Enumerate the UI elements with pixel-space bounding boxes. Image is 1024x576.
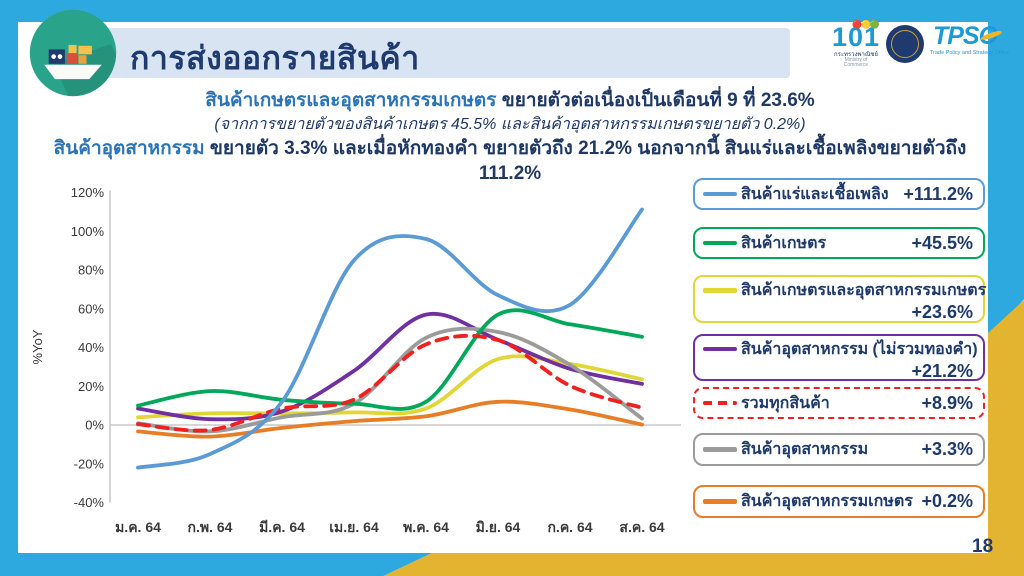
x-tick-label: ม.ค. 64: [115, 519, 161, 535]
y-tick-label: 20%: [78, 379, 104, 394]
tpso-caption: Trade Policy and Strategy Office: [930, 50, 1009, 56]
legend-item-total: รวมทุกสินค้า +8.9%: [693, 387, 985, 419]
y-tick-label: -40%: [74, 495, 105, 510]
cargo-ship-icon: [28, 8, 118, 98]
legend-dashed-line-sample: [703, 400, 737, 406]
legend-item-industry: สินค้าอุตสาหกรรม +3.3%: [693, 433, 985, 466]
moc-101-logo: 101 🔴🟡🟢 กระทรวงพาณิชย์ Ministry of Comme…: [832, 20, 881, 68]
legend-item-mineral-fuel: สินค้าแร่และเชื้อเพลิง +111.2%: [693, 178, 985, 210]
subtitle-line-1-rest: ขยายตัวต่อเนื่องเป็นเดือนที่ 9 ที่ 23.6%: [496, 90, 815, 111]
legend-label: สินค้าเกษตรและอุตสาหกรรมเกษตร: [741, 282, 987, 300]
x-tick-label: มิ.ย. 64: [476, 519, 521, 535]
legend-line-sample: [703, 346, 737, 352]
chart-line-4: [136, 333, 644, 433]
legend-item-agro-industry: สินค้าอุตสาหกรรมเกษตร +0.2%: [693, 485, 985, 518]
legend-value: +8.9%: [921, 392, 973, 413]
y-axis-title: %YoY: [30, 329, 45, 364]
legend-label: รวมทุกสินค้า: [741, 394, 830, 412]
legend-label: สินค้าอุตสาหกรรม: [741, 441, 869, 458]
legend-line-sample: [703, 240, 737, 246]
right-accent-bar: [988, 0, 1024, 340]
legend-line-sample: [703, 288, 737, 293]
x-tick-label: ก.พ. 64: [188, 519, 233, 535]
chart-line-5: [136, 326, 644, 434]
moc-caption-en: Ministry of Commerce: [843, 57, 869, 68]
moc-101-dots: 🔴🟡🟢: [852, 20, 880, 29]
subtitle-line-3: สินค้าอุตสาหกรรม ขยายตัว 3.3% และเมื่อหั…: [30, 136, 990, 186]
legend-value: +111.2%: [903, 183, 973, 204]
legend-line-sample: [703, 191, 737, 197]
moc-caption-th: กระทรวงพาณิชย์: [833, 52, 879, 58]
legend-label: สินค้าอุตสาหกรรม (ไม่รวมทองคำ): [741, 340, 978, 358]
x-tick-label: เม.ย. 64: [329, 519, 379, 535]
y-tick-label: 80%: [78, 263, 104, 278]
legend-line-sample: [703, 447, 737, 452]
legend-label: สินค้าแร่และเชื้อเพลิง: [741, 185, 889, 203]
legend-value: +3.3%: [921, 439, 973, 459]
y-tick-label: 0%: [85, 418, 104, 433]
legend-item-industry-ex-gold: สินค้าอุตสาหกรรม (ไม่รวมทองคำ) +21.2%: [693, 334, 985, 381]
chart-line-6: [136, 399, 644, 439]
legend-value: +45.5%: [911, 232, 973, 253]
y-tick-label: 40%: [78, 340, 104, 355]
y-tick-label: 60%: [78, 301, 104, 316]
x-tick-label: ก.ค. 64: [547, 519, 592, 535]
chart-line-0: [136, 207, 644, 470]
legend-value: +23.6%: [911, 302, 973, 323]
left-accent-bar: [0, 0, 18, 576]
legend-label: สินค้าอุตสาหกรรมเกษตร: [741, 493, 913, 510]
tpso-logo: TPSO Trade Policy and Strategy Office: [930, 24, 1009, 57]
y-tick-label: -20%: [74, 456, 105, 471]
chart-line-1: [136, 308, 644, 411]
legend-line-sample: [703, 499, 737, 504]
y-tick-label: 100%: [71, 224, 105, 239]
ministry-emblem-icon: [886, 25, 924, 63]
subtitle-line-1: สินค้าเกษตรและอุตสาหกรรมเกษตร ขยายตัวต่อ…: [30, 88, 990, 113]
legend-item-agriculture: สินค้าเกษตร +45.5%: [693, 227, 985, 259]
x-tick-label: ส.ค. 64: [619, 519, 664, 535]
subtitle-block: สินค้าเกษตรและอุตสาหกรรมเกษตร ขยายตัวต่อ…: [30, 88, 990, 186]
top-accent-bar: [0, 0, 1024, 22]
x-tick-label: มี.ค. 64: [259, 519, 305, 535]
legend-label: สินค้าเกษตร: [741, 234, 827, 252]
legend-value: +21.2%: [911, 360, 973, 381]
header-band: [60, 28, 790, 78]
subtitle-line-2: (จากการขยายตัวของสินค้าเกษตร 45.5% และสิ…: [214, 116, 806, 133]
subtitle-line-3-rest: ขยายตัว 3.3% และเมื่อหักทองคำ ขยายตัวถึง…: [204, 138, 967, 184]
chart-line-3: [136, 311, 644, 422]
legend-value: +0.2%: [921, 491, 973, 511]
tpso-wordmark: TPSO: [930, 24, 1003, 49]
y-tick-label: 120%: [71, 185, 105, 200]
subtitle-line-1-highlight: สินค้าเกษตรและอุตสาหกรรมเกษตร: [205, 90, 497, 111]
chart-line-2: [136, 354, 644, 420]
subtitle-line-3-highlight: สินค้าอุตสาหกรรม: [53, 138, 205, 159]
bottom-accent-bar: [0, 553, 432, 576]
legend-item-agri-agro: สินค้าเกษตรและอุตสาหกรรมเกษตร +23.6%: [693, 275, 987, 323]
page-number: 18: [972, 536, 994, 557]
x-tick-label: พ.ค. 64: [403, 519, 449, 535]
page-title: การส่งออกรายสินค้า: [130, 40, 420, 76]
moc-101-number: 101: [832, 22, 881, 52]
